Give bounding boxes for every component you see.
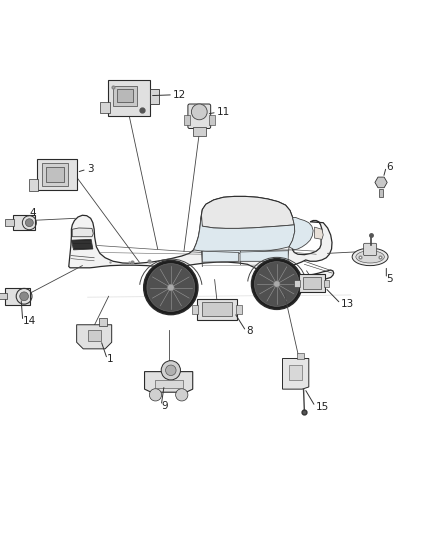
- Polygon shape: [71, 239, 93, 250]
- Text: 5: 5: [386, 274, 393, 284]
- FancyBboxPatch shape: [188, 104, 211, 128]
- FancyBboxPatch shape: [109, 80, 150, 116]
- Text: 13: 13: [341, 298, 354, 309]
- Bar: [209, 115, 215, 125]
- Ellipse shape: [356, 251, 385, 263]
- FancyBboxPatch shape: [113, 86, 137, 106]
- Text: 9: 9: [161, 401, 168, 411]
- Circle shape: [274, 281, 280, 287]
- Bar: [99, 318, 107, 326]
- Bar: [294, 280, 300, 287]
- Text: 14: 14: [23, 316, 36, 326]
- Circle shape: [20, 292, 28, 301]
- Polygon shape: [77, 325, 112, 349]
- Polygon shape: [88, 330, 101, 341]
- Polygon shape: [69, 197, 334, 287]
- Polygon shape: [289, 217, 313, 250]
- Bar: [297, 353, 304, 359]
- Text: 1: 1: [107, 354, 114, 365]
- Bar: [236, 305, 242, 314]
- Circle shape: [166, 365, 176, 376]
- Bar: [379, 189, 383, 197]
- Polygon shape: [201, 197, 294, 229]
- Text: 6: 6: [386, 161, 393, 172]
- Circle shape: [25, 219, 33, 227]
- Bar: [150, 89, 159, 104]
- FancyBboxPatch shape: [46, 167, 64, 182]
- Circle shape: [254, 262, 299, 306]
- Circle shape: [147, 264, 195, 311]
- Circle shape: [176, 389, 188, 401]
- Polygon shape: [283, 359, 309, 389]
- FancyBboxPatch shape: [197, 299, 237, 320]
- FancyBboxPatch shape: [364, 243, 377, 255]
- Text: 12: 12: [173, 90, 186, 100]
- Polygon shape: [72, 228, 93, 237]
- Polygon shape: [289, 365, 302, 381]
- Polygon shape: [375, 177, 387, 188]
- Circle shape: [149, 389, 162, 401]
- Circle shape: [191, 104, 207, 120]
- Polygon shape: [202, 251, 239, 262]
- FancyBboxPatch shape: [117, 89, 133, 102]
- FancyBboxPatch shape: [42, 163, 68, 186]
- Circle shape: [144, 260, 198, 314]
- Circle shape: [251, 259, 302, 310]
- Bar: [184, 115, 190, 125]
- Text: 11: 11: [217, 107, 230, 117]
- FancyBboxPatch shape: [13, 215, 35, 230]
- Bar: [5, 219, 14, 226]
- Text: 3: 3: [87, 164, 93, 174]
- Bar: [29, 179, 38, 191]
- FancyBboxPatch shape: [37, 159, 77, 190]
- Polygon shape: [240, 251, 288, 261]
- Bar: [100, 102, 110, 113]
- Text: 8: 8: [246, 326, 253, 336]
- Circle shape: [161, 361, 180, 380]
- Polygon shape: [194, 215, 295, 253]
- Text: 4: 4: [30, 208, 36, 218]
- Bar: [193, 127, 206, 135]
- FancyBboxPatch shape: [5, 287, 30, 305]
- Bar: [0, 293, 7, 300]
- FancyBboxPatch shape: [299, 274, 325, 292]
- FancyBboxPatch shape: [303, 278, 321, 289]
- Polygon shape: [145, 372, 193, 392]
- FancyBboxPatch shape: [202, 302, 232, 316]
- Bar: [155, 381, 183, 388]
- Text: 15: 15: [315, 402, 328, 411]
- Bar: [192, 305, 198, 314]
- Ellipse shape: [352, 248, 388, 265]
- Bar: [324, 280, 329, 287]
- Polygon shape: [314, 227, 323, 239]
- Circle shape: [168, 284, 174, 291]
